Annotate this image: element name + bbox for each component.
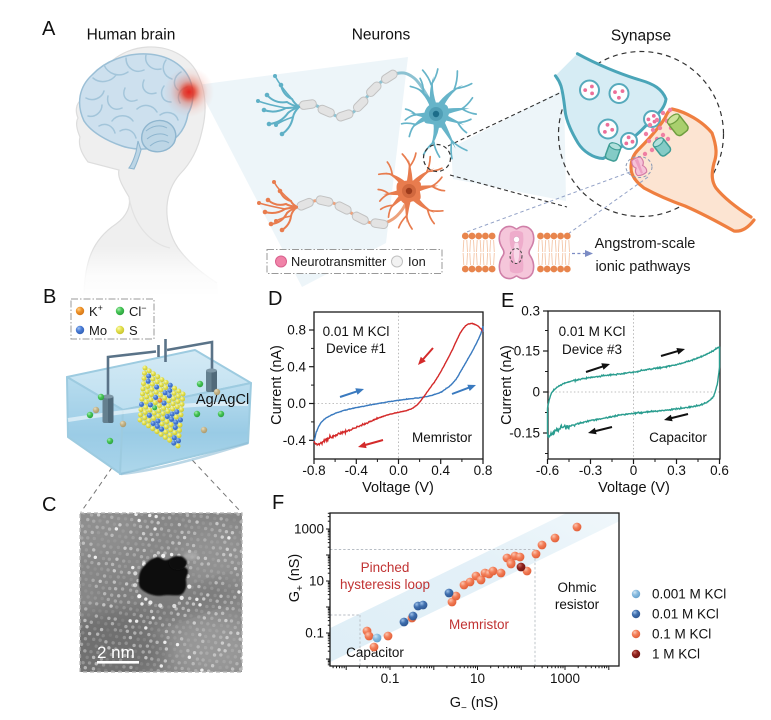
svg-text:-0.15: -0.15: [509, 426, 540, 441]
svg-text:0.0: 0.0: [389, 463, 408, 478]
svg-text:0.01 M KCl: 0.01 M KCl: [323, 324, 390, 339]
svg-text:-0.4: -0.4: [283, 433, 307, 448]
svg-text:Voltage (V): Voltage (V): [362, 480, 434, 496]
svg-text:1000: 1000: [550, 671, 580, 686]
svg-text:Capacitor: Capacitor: [649, 430, 707, 445]
svg-text:0.1: 0.1: [381, 671, 400, 686]
svg-text:0.01 M KCl: 0.01 M KCl: [559, 324, 626, 339]
svg-text:0.4: 0.4: [431, 463, 450, 478]
svg-text:2 nm: 2 nm: [97, 643, 135, 662]
svg-text:0.8: 0.8: [474, 463, 493, 478]
svg-text:Current (nA): Current (nA): [269, 345, 285, 425]
svg-text:0.8: 0.8: [287, 323, 306, 338]
svg-text:-0.3: -0.3: [579, 463, 602, 478]
svg-text:0.01 M KCl: 0.01 M KCl: [652, 607, 719, 622]
svg-text:S: S: [129, 323, 138, 338]
svg-text:F: F: [272, 492, 284, 514]
svg-text:Memristor: Memristor: [449, 617, 510, 632]
svg-text:0.6: 0.6: [710, 463, 729, 478]
svg-text:0.3: 0.3: [667, 463, 686, 478]
svg-text:1000: 1000: [294, 522, 324, 537]
svg-text:0.1: 0.1: [305, 626, 324, 641]
svg-text:-0.8: -0.8: [302, 463, 325, 478]
svg-text:ionic pathways: ionic pathways: [595, 259, 690, 275]
svg-text:Mo: Mo: [89, 323, 107, 338]
svg-text:Ag/AgCl: Ag/AgCl: [196, 392, 249, 408]
svg-text:Capacitor: Capacitor: [346, 645, 404, 660]
svg-text:-0.4: -0.4: [345, 463, 369, 478]
svg-text:A: A: [42, 18, 56, 40]
svg-text:10: 10: [470, 671, 485, 686]
svg-text:E: E: [501, 290, 514, 312]
svg-text:0.3: 0.3: [521, 304, 540, 319]
svg-text:hysteresis loop: hysteresis loop: [340, 577, 430, 592]
svg-text:-0.6: -0.6: [536, 463, 559, 478]
svg-text:0: 0: [532, 385, 540, 400]
svg-text:Voltage (V): Voltage (V): [598, 480, 670, 496]
svg-text:1 M KCl: 1 M KCl: [652, 647, 700, 662]
svg-text:Synapse: Synapse: [611, 28, 671, 45]
svg-text:0.0: 0.0: [287, 396, 306, 411]
svg-text:0.1 M KCl: 0.1 M KCl: [652, 627, 711, 642]
svg-text:Neurons: Neurons: [352, 27, 411, 44]
svg-text:resistor: resistor: [555, 597, 600, 612]
svg-text:Ohmic: Ohmic: [557, 580, 596, 595]
svg-text:0: 0: [630, 463, 638, 478]
svg-text:B: B: [43, 286, 56, 308]
svg-text:Device #1: Device #1: [326, 341, 386, 356]
svg-text:0.4: 0.4: [287, 359, 306, 374]
svg-text:Device #3: Device #3: [562, 342, 622, 357]
svg-text:Ion: Ion: [408, 254, 426, 269]
svg-text:C: C: [42, 494, 56, 516]
svg-text:Angstrom-scale: Angstrom-scale: [595, 236, 696, 252]
svg-text:0.001 M KCl: 0.001 M KCl: [652, 587, 726, 602]
svg-text:Current (nA): Current (nA): [499, 345, 515, 425]
svg-text:Human brain: Human brain: [87, 27, 176, 44]
svg-text:D: D: [268, 288, 282, 310]
svg-text:Pinched: Pinched: [361, 560, 410, 575]
svg-text:Memristor: Memristor: [412, 430, 473, 445]
svg-text:0.15: 0.15: [514, 344, 540, 359]
svg-text:10: 10: [309, 574, 324, 589]
svg-text:Neurotransmitter: Neurotransmitter: [291, 254, 387, 269]
